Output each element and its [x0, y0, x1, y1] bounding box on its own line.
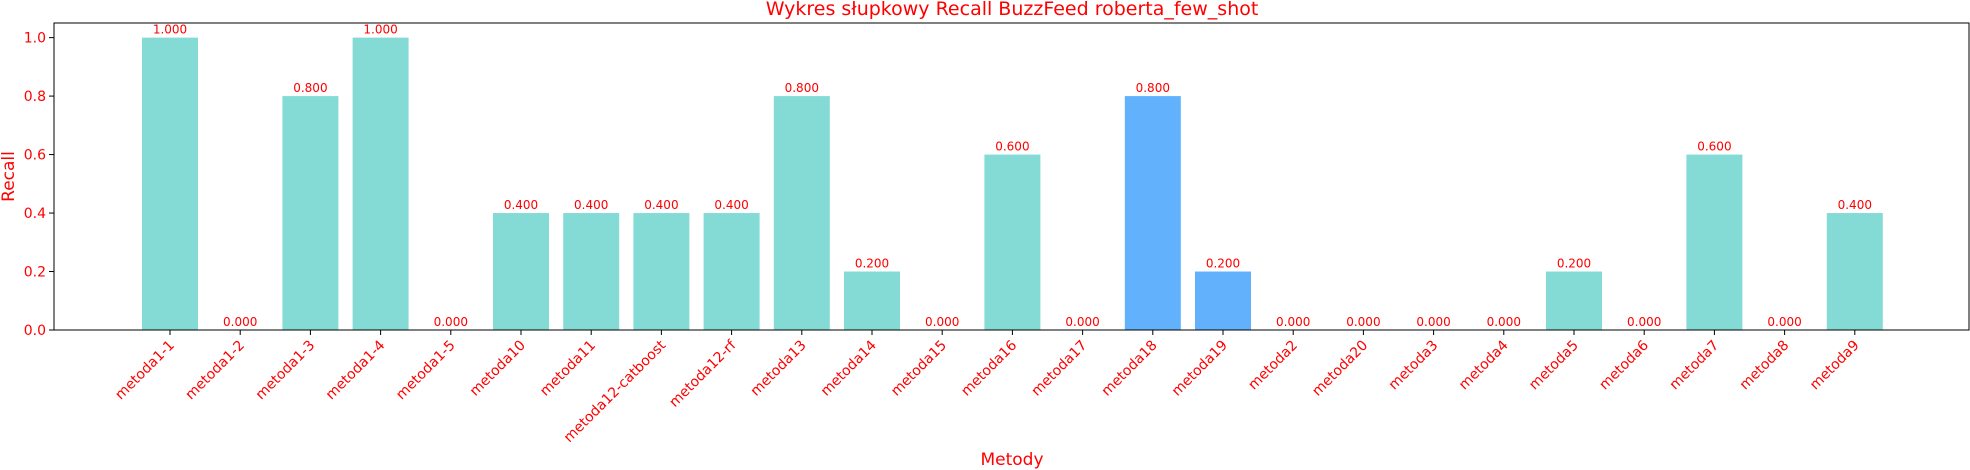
bar-metoda16 — [984, 154, 1041, 330]
bar-metoda19 — [1195, 271, 1251, 330]
x-tick-label-metoda8: metoda8 — [1737, 338, 1793, 394]
x-tick-label-metoda16: metoda16 — [958, 337, 1020, 399]
value-label-metoda11: 0.400 — [574, 198, 608, 212]
x-tick-label-metoda17: metoda17 — [1028, 338, 1090, 400]
plot-frame — [53, 22, 1970, 331]
y-tick-label: 0.4 — [24, 206, 46, 222]
x-tick-label-metoda12-rf: metoda12-rf — [666, 337, 740, 411]
x-tick-label-metoda20: metoda20 — [1309, 338, 1371, 400]
x-tick-label-metoda11: metoda11 — [537, 338, 599, 400]
bar-metoda9 — [1826, 213, 1883, 330]
value-label-metoda16: 0.600 — [995, 140, 1029, 154]
value-label-metoda1-3: 0.800 — [293, 81, 327, 95]
y-tick-label: 0.6 — [24, 148, 46, 164]
value-label-metoda13: 0.800 — [785, 81, 819, 95]
value-label-metoda1-2: 0.000 — [223, 315, 257, 329]
value-label-metoda10: 0.400 — [504, 198, 538, 212]
value-label-metoda9: 0.400 — [1838, 198, 1872, 212]
bar-metoda7 — [1686, 154, 1743, 330]
value-label-metoda1-5: 0.000 — [434, 315, 468, 329]
x-tick-label-metoda18: metoda18 — [1099, 338, 1161, 400]
x-tick-label-metoda5: metoda5 — [1526, 338, 1582, 394]
value-label-metoda4: 0.000 — [1487, 315, 1521, 329]
value-label-metoda18: 0.800 — [1136, 81, 1170, 95]
x-tick-label-metoda1-3: metoda1-3 — [253, 338, 319, 404]
value-label-metoda12-rf: 0.400 — [714, 198, 748, 212]
chart-title: Wykres słupkowy Recall BuzzFeed roberta_… — [766, 0, 1259, 20]
bar-metoda12-catboost — [633, 213, 690, 330]
value-label-metoda1-4: 1.000 — [363, 23, 397, 37]
x-tick-label-metoda10: metoda10 — [467, 338, 529, 400]
y-axis-label: Recall — [0, 151, 19, 202]
value-label-metoda12-catboost: 0.400 — [644, 198, 678, 212]
x-tick-label-metoda4: metoda4 — [1456, 337, 1512, 393]
bar-metoda14 — [844, 271, 900, 330]
value-label-metoda2: 0.000 — [1276, 315, 1310, 329]
y-tick-label: 1.0 — [24, 31, 46, 47]
value-label-metoda6: 0.000 — [1627, 315, 1661, 329]
x-tick-label-metoda13: metoda13 — [748, 338, 810, 400]
bar-metoda5 — [1546, 271, 1602, 330]
y-tick-label: 0.8 — [24, 89, 46, 105]
x-tick-label-metoda14: metoda14 — [818, 337, 880, 399]
value-label-metoda1-1: 1.000 — [153, 23, 187, 37]
x-tick-label-metoda1-2: metoda1-2 — [183, 338, 249, 404]
value-label-metoda19: 0.200 — [1206, 257, 1240, 271]
value-label-metoda15: 0.000 — [925, 315, 959, 329]
bar-metoda1-1 — [142, 37, 198, 330]
y-tick-label: 0.0 — [24, 323, 46, 339]
value-label-metoda3: 0.000 — [1416, 315, 1450, 329]
value-label-metoda8: 0.000 — [1767, 315, 1801, 329]
x-tick-label-metoda1-5: metoda1-5 — [393, 338, 459, 404]
x-tick-label-metoda7: metoda7 — [1667, 338, 1723, 394]
x-tick-label-metoda1-1: metoda1-1 — [112, 338, 178, 404]
x-axis-label: Metody — [980, 450, 1043, 470]
bar-metoda13 — [773, 96, 830, 330]
y-tick-label: 0.2 — [24, 265, 46, 281]
x-tick-label-metoda6: metoda6 — [1596, 337, 1652, 393]
bar-metoda1-3 — [282, 96, 339, 330]
x-tick-label-metoda19: metoda19 — [1169, 338, 1231, 400]
bars-layer: 1.000 0.000 0.800 1.000 0.000 0.400 0.400 0.400… — [142, 23, 1883, 330]
x-tick-label-metoda3: metoda3 — [1386, 338, 1442, 394]
bar-metoda12-rf — [703, 213, 760, 330]
value-label-metoda17: 0.000 — [1065, 315, 1099, 329]
x-tick-label-metoda15: metoda15 — [888, 338, 950, 400]
value-label-metoda7: 0.600 — [1697, 140, 1731, 154]
bar-metoda1-4 — [352, 37, 409, 330]
x-tick-label-metoda1-4: metoda1-4 — [323, 337, 389, 403]
value-label-metoda20: 0.000 — [1346, 315, 1380, 329]
bar-metoda18 — [1124, 96, 1181, 330]
bar-metoda11 — [563, 213, 620, 330]
bar-metoda10 — [493, 213, 549, 330]
value-label-metoda14: 0.200 — [855, 257, 889, 271]
x-tick-label-metoda2: metoda2 — [1245, 338, 1301, 394]
value-label-metoda5: 0.200 — [1557, 257, 1591, 271]
x-tick-label-metoda9: metoda9 — [1807, 338, 1863, 394]
